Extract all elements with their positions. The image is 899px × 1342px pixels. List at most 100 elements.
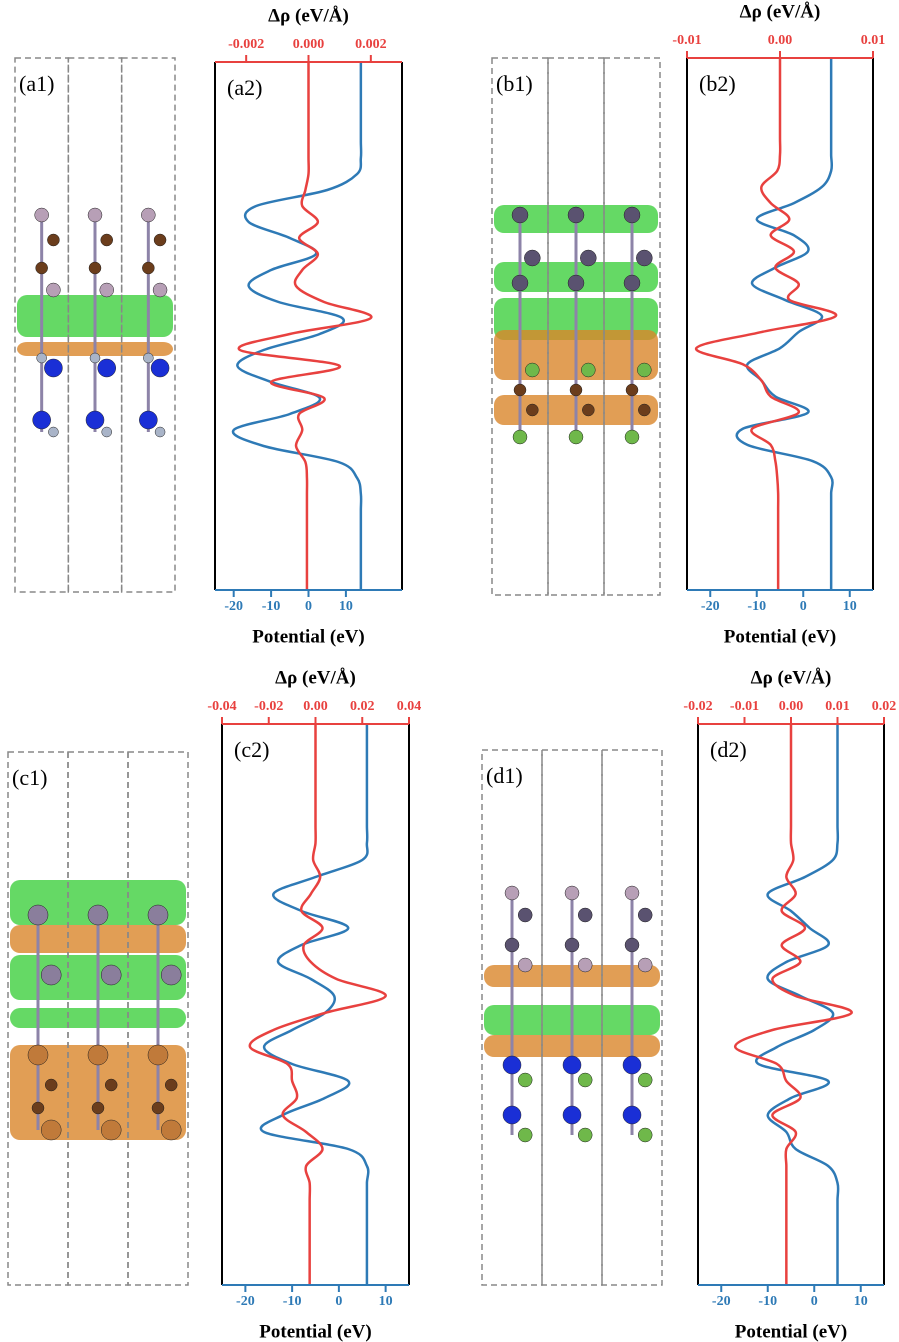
atom bbox=[161, 1120, 181, 1140]
atom bbox=[563, 1106, 581, 1124]
atom bbox=[153, 283, 167, 297]
tick-label: 0.00 bbox=[779, 699, 804, 714]
tick-label: 0.01 bbox=[861, 33, 886, 48]
atom bbox=[32, 1102, 44, 1114]
atom bbox=[88, 1045, 108, 1065]
atom bbox=[565, 938, 579, 952]
atom bbox=[102, 427, 112, 437]
tick-label: 0.000 bbox=[293, 37, 325, 52]
atom bbox=[46, 283, 60, 297]
atom bbox=[638, 958, 652, 972]
atom bbox=[505, 886, 519, 900]
atom bbox=[143, 353, 153, 363]
atom bbox=[148, 905, 168, 925]
atom bbox=[518, 958, 532, 972]
atom bbox=[518, 908, 532, 922]
atom bbox=[626, 384, 638, 396]
tick-label: -20 bbox=[712, 1294, 731, 1309]
tick-label: 0 bbox=[305, 599, 312, 614]
bottom-axis-title: Potential (eV) bbox=[252, 626, 364, 647]
atom bbox=[141, 208, 155, 222]
atom bbox=[623, 1056, 641, 1074]
atom bbox=[139, 411, 157, 429]
atom bbox=[89, 262, 101, 274]
tick-label: -20 bbox=[224, 599, 243, 614]
atom bbox=[514, 384, 526, 396]
atom bbox=[105, 1079, 117, 1091]
atom bbox=[512, 207, 528, 223]
atom bbox=[578, 1073, 592, 1087]
panel-label: (c2) bbox=[234, 737, 269, 762]
atom bbox=[525, 363, 539, 377]
tick-label: -0.01 bbox=[730, 699, 759, 714]
tick-label: 0.02 bbox=[350, 699, 375, 714]
top-axis-title: Δρ (eV/Å) bbox=[751, 667, 832, 688]
top-axis-title: Δρ (eV/Å) bbox=[740, 1, 821, 22]
atom bbox=[638, 404, 650, 416]
structure-panel: (a1) bbox=[15, 58, 175, 592]
atom bbox=[36, 262, 48, 274]
tick-label: 10 bbox=[843, 599, 857, 614]
tick-label: -10 bbox=[747, 599, 766, 614]
atom bbox=[155, 427, 165, 437]
atom bbox=[581, 363, 595, 377]
figure: (a1)(b1)(c1)(d1)-0.0020.0000.002-20-1001… bbox=[0, 0, 899, 1342]
atom bbox=[88, 905, 108, 925]
tick-label: 0.00 bbox=[303, 699, 328, 714]
atom bbox=[505, 938, 519, 952]
tick-label: 0.01 bbox=[825, 699, 850, 714]
atom bbox=[48, 427, 58, 437]
tick-label: -0.02 bbox=[683, 699, 712, 714]
atom bbox=[35, 208, 49, 222]
atom bbox=[518, 1128, 532, 1142]
atom bbox=[625, 430, 639, 444]
tick-label: -10 bbox=[283, 1294, 302, 1309]
atom bbox=[637, 363, 651, 377]
atom bbox=[503, 1056, 521, 1074]
atom bbox=[570, 384, 582, 396]
tick-label: -0.01 bbox=[672, 33, 701, 48]
tick-label: 0 bbox=[800, 599, 807, 614]
atom bbox=[569, 430, 583, 444]
atom bbox=[568, 275, 584, 291]
tick-label: 0 bbox=[811, 1294, 818, 1309]
structure-panel: (b1) bbox=[492, 58, 660, 595]
tick-label: -20 bbox=[701, 599, 720, 614]
atom bbox=[624, 207, 640, 223]
atom bbox=[47, 234, 59, 246]
tick-label: -10 bbox=[262, 599, 281, 614]
atom bbox=[148, 1045, 168, 1065]
panel-label: (a1) bbox=[19, 71, 54, 96]
atom bbox=[28, 1045, 48, 1065]
atom bbox=[28, 905, 48, 925]
atom bbox=[41, 1120, 61, 1140]
panel-label: (d2) bbox=[710, 737, 747, 762]
atom bbox=[636, 250, 652, 266]
atom bbox=[623, 1106, 641, 1124]
tick-label: 0.002 bbox=[355, 37, 387, 52]
atom bbox=[152, 1102, 164, 1114]
atom bbox=[503, 1106, 521, 1124]
tick-label: 0.02 bbox=[872, 699, 897, 714]
atom bbox=[41, 965, 61, 985]
atom bbox=[90, 353, 100, 363]
atom bbox=[524, 250, 540, 266]
atom bbox=[98, 359, 116, 377]
atom bbox=[578, 958, 592, 972]
tick-label: 10 bbox=[379, 1294, 393, 1309]
bottom-axis-title: Potential (eV) bbox=[724, 626, 836, 647]
atom bbox=[100, 283, 114, 297]
atom bbox=[565, 886, 579, 900]
atom bbox=[518, 1073, 532, 1087]
atom bbox=[37, 353, 47, 363]
atom bbox=[512, 275, 528, 291]
atom bbox=[578, 908, 592, 922]
bottom-axis-title: Potential (eV) bbox=[735, 1321, 847, 1342]
tick-label: 0 bbox=[335, 1294, 342, 1309]
panel-label: (a2) bbox=[227, 75, 262, 100]
atom bbox=[161, 965, 181, 985]
atom bbox=[101, 1120, 121, 1140]
atom bbox=[582, 404, 594, 416]
tick-label: -0.02 bbox=[254, 699, 283, 714]
bottom-axis-title: Potential (eV) bbox=[259, 1321, 371, 1342]
